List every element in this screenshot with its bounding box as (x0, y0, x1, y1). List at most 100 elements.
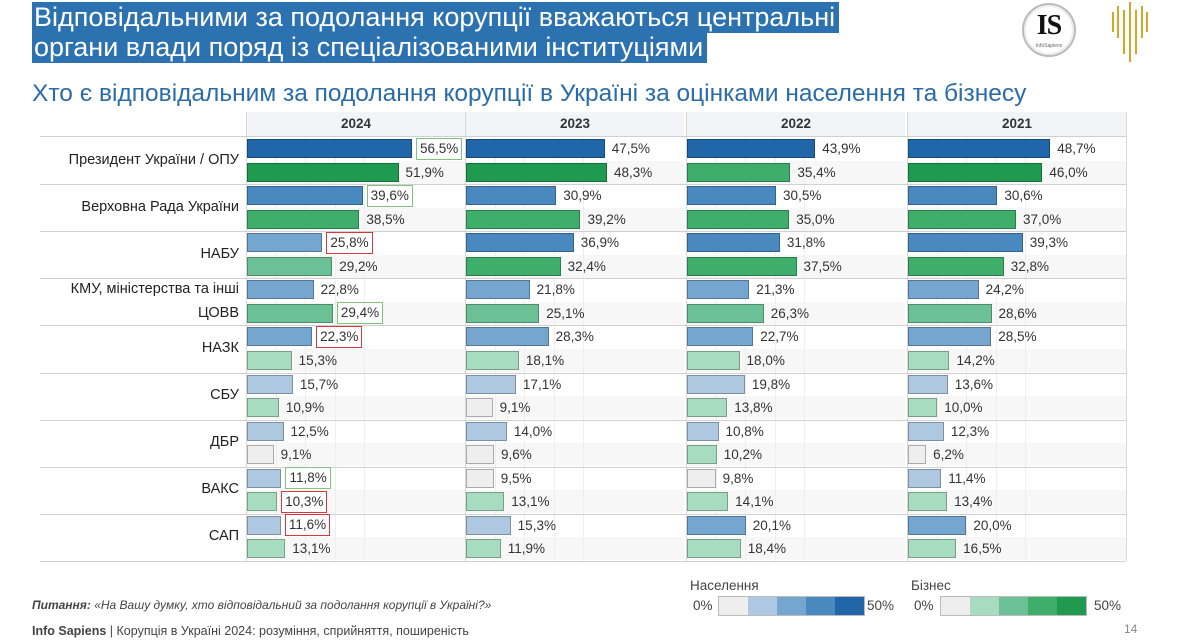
data-label: 10,3% (281, 490, 328, 513)
bar-business-2024 (247, 209, 360, 229)
group-separator (40, 325, 1126, 327)
data-label: 32,4% (567, 258, 606, 274)
bar-population-2024 (247, 468, 282, 488)
bar-business-2021 (908, 492, 948, 512)
row-band (687, 396, 905, 419)
bar-population-2024 (247, 374, 293, 394)
bar-business-2024 (247, 303, 333, 323)
legend-swatch (806, 597, 835, 615)
bar-population-2021 (908, 186, 998, 206)
data-label: 12,5% (290, 423, 329, 439)
grid-line (305, 137, 307, 561)
data-label: 24,2% (985, 282, 1024, 298)
row-band (466, 490, 684, 514)
bar-business-2021 (908, 256, 1004, 276)
legend-population-max: 50% (867, 598, 895, 613)
data-label: 28,5% (998, 329, 1037, 345)
data-label: 11,8% (285, 467, 331, 490)
data-label: 39,3% (1029, 235, 1069, 251)
legend-swatch (1028, 597, 1057, 615)
data-label: 48,3% (614, 164, 653, 180)
group-separator (40, 419, 1126, 421)
data-label: 13,1% (511, 494, 550, 510)
data-label: 6,2% (933, 447, 964, 463)
data-label: 47,5% (611, 141, 650, 156)
group-separator (40, 231, 1126, 233)
data-label: 25,1% (546, 305, 585, 321)
panel-divider (907, 112, 908, 561)
bar-business-2023 (466, 350, 519, 370)
slide-title-line-2: органи влади поряд із спеціалізованими і… (32, 32, 708, 63)
data-label: 20,0% (973, 517, 1012, 533)
panel-divider (465, 112, 466, 561)
bar-business-2022 (687, 350, 740, 370)
bar-population-2021 (908, 233, 1023, 253)
data-label: 21,3% (756, 282, 795, 298)
grid-line (276, 137, 278, 561)
bar-business-2022 (687, 445, 717, 465)
category-label: КМУ, міністерства та інші (70, 281, 239, 298)
bar-population-2024 (247, 280, 314, 300)
bar-population-2023 (466, 468, 494, 488)
data-label: 11,4% (948, 470, 986, 486)
bar-population-2022 (687, 139, 816, 158)
bar-population-2024 (247, 515, 281, 535)
data-label: 10,2% (723, 447, 763, 463)
bar-population-2021 (908, 421, 944, 441)
data-label: 31,8% (786, 235, 826, 251)
panel-header-2021: 2021 (908, 112, 1126, 136)
data-label: 20,1% (752, 517, 791, 533)
grid-line (716, 137, 718, 561)
bar-business-2023 (466, 303, 540, 323)
row-band (687, 348, 905, 372)
data-label: 18,0% (746, 352, 785, 368)
panel-divider (246, 112, 247, 561)
chart-title: Хто є відповідальним за подолання корупц… (32, 80, 1027, 107)
data-label: 26,3% (770, 305, 810, 321)
data-label: 16,5% (963, 541, 1002, 557)
page-number: 14 (1124, 622, 1138, 636)
bar-population-2022 (687, 327, 754, 347)
data-label: 35,0% (796, 211, 835, 227)
bar-business-2022 (687, 209, 790, 229)
row-band (687, 443, 905, 467)
slide-title-line-1: Відповідальними за подолання корупції вв… (32, 2, 840, 33)
data-label: 9,5% (500, 470, 532, 486)
data-label: 29,4% (336, 302, 384, 325)
bar-population-2023 (466, 374, 516, 394)
bar-population-2021 (908, 468, 942, 488)
row-band (687, 537, 905, 561)
data-label: 35,4% (797, 164, 836, 180)
data-label: 56,5% (415, 137, 463, 160)
data-label: 39,2% (587, 211, 626, 227)
data-label: 14,1% (735, 494, 774, 510)
bar-population-2024 (247, 327, 313, 347)
legend-business-min: 0% (914, 598, 934, 613)
data-label: 38,5% (366, 211, 405, 227)
group-separator (40, 184, 1126, 186)
bar-population-2021 (908, 515, 967, 535)
data-label: 22,3% (316, 325, 363, 348)
bar-business-2024 (247, 445, 274, 465)
data-label: 17,1% (522, 376, 562, 392)
bar-business-2022 (687, 162, 791, 182)
bar-business-2023 (466, 445, 495, 465)
grid-line (1024, 137, 1026, 561)
category-label: ДБР (209, 434, 239, 451)
grid-line (334, 137, 336, 561)
data-label: 37,5% (803, 258, 842, 274)
bar-business-2021 (908, 162, 1043, 182)
data-label: 12,3% (950, 423, 990, 439)
bar-business-2021 (908, 209, 1017, 229)
bar-business-2024 (247, 256, 333, 276)
grid-line (553, 137, 555, 561)
bar-business-2023 (466, 398, 493, 417)
bar-business-2021 (908, 303, 992, 323)
data-label: 29,2% (339, 258, 378, 274)
panel-divider (1126, 112, 1127, 561)
data-label: 15,3% (517, 517, 556, 533)
bar-business-2022 (687, 256, 797, 276)
bar-population-2024 (247, 139, 412, 158)
row-band (466, 443, 684, 467)
group-separator (40, 136, 1126, 137)
